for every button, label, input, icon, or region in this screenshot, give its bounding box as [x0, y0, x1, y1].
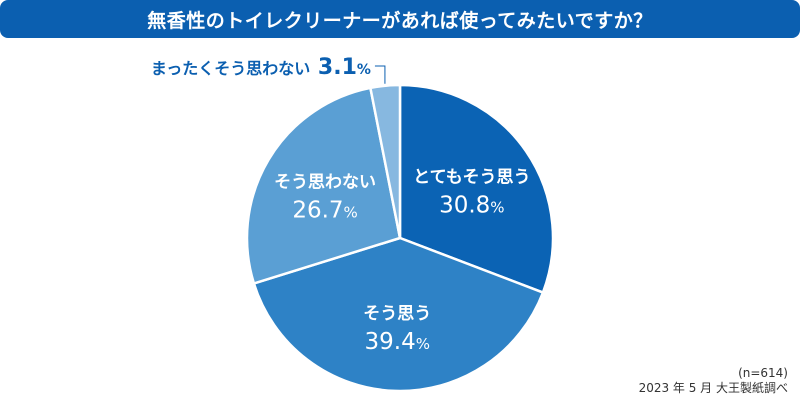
slice-value-unit-1: %	[490, 199, 504, 217]
sample-size-label: (n=614)	[738, 366, 788, 380]
slice-leader-line-4	[374, 65, 386, 84]
slice-value-number-2: 39.4	[365, 329, 416, 355]
slice-value-number-4: 3.1	[310, 55, 357, 80]
chart-footnote: (n=614) 2023 年 5 月 大王製紙調べ	[639, 366, 788, 396]
slice-value-number-3: 26.7	[292, 197, 343, 223]
slice-value-number-1: 30.8	[439, 193, 490, 219]
slice-label-2: そう思う	[363, 304, 431, 324]
pie-slice-1	[398, 83, 555, 295]
slice-label-name-4: まったくそう思わない	[151, 59, 310, 78]
source-label: 2023 年 5 月 大王製紙調べ	[638, 381, 788, 395]
slice-label-3: そう思わない	[274, 172, 376, 192]
slice-value-3: 26.7%	[292, 197, 357, 223]
chart-title: 無香性のトイレクリーナーがあれば使ってみたいですか？	[147, 9, 653, 32]
slice-value-1: 30.8%	[439, 193, 504, 219]
slice-value-unit-4: %	[357, 62, 371, 78]
pie-slice-4	[368, 83, 402, 239]
pie-slice-2	[252, 236, 545, 393]
slice-label-1: とてもそう思う	[413, 168, 530, 188]
pie-chart: とてもそう思う30.8%そう思う39.4%そう思わない26.7%まったくそう思わ…	[151, 55, 555, 393]
chart-title-bar: 無香性のトイレクリーナーがあれば使ってみたいですか？	[0, 0, 800, 38]
pie-slice-3	[245, 86, 402, 286]
slice-value-unit-3: %	[344, 203, 358, 221]
slice-label-4: まったくそう思わない 3.1%	[151, 55, 371, 80]
slice-value-unit-2: %	[416, 335, 430, 353]
slice-value-2: 39.4%	[365, 329, 430, 355]
